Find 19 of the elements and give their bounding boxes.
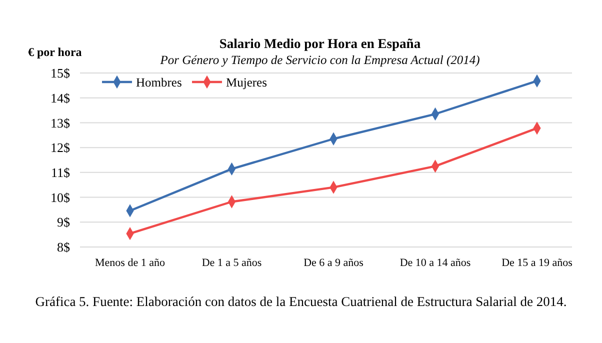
- x-tick-label: De 10 a 14 años: [400, 257, 471, 269]
- x-tick-label: De 6 a 9 años: [304, 257, 364, 269]
- x-tick-label: De 1 a 5 años: [202, 257, 262, 269]
- y-tick-label: 14$: [50, 90, 70, 106]
- chart-title: Salario Medio por Hora en España: [219, 36, 421, 51]
- y-tick-label: 9$: [57, 214, 70, 230]
- legend-label: Mujeres: [226, 75, 268, 90]
- legend-label: Hombres: [136, 75, 182, 90]
- x-tick-label: Menos de 1 año: [95, 257, 166, 269]
- y-axis-title: € por hora: [28, 45, 82, 59]
- x-tick-label: De 15 a 19 años: [502, 257, 572, 269]
- y-tick-label: 13$: [50, 115, 70, 130]
- y-tick-label: 10$: [50, 190, 70, 205]
- y-tick-label: 11$: [50, 164, 70, 180]
- chart-subtitle: Por Género y Tiempo de Servicio con la Empresa Actual (2014): [159, 53, 480, 67]
- y-tick-label: 8$: [57, 240, 70, 255]
- text: Gráfica 5. Fuente: Elaboración con datos de la Encuesta Cuatrienal de Estructura Salarial de 2014.: [34, 294, 568, 310]
- y-tick-label: 12$: [50, 140, 70, 156]
- y-tick-label: 15$: [50, 66, 70, 81]
